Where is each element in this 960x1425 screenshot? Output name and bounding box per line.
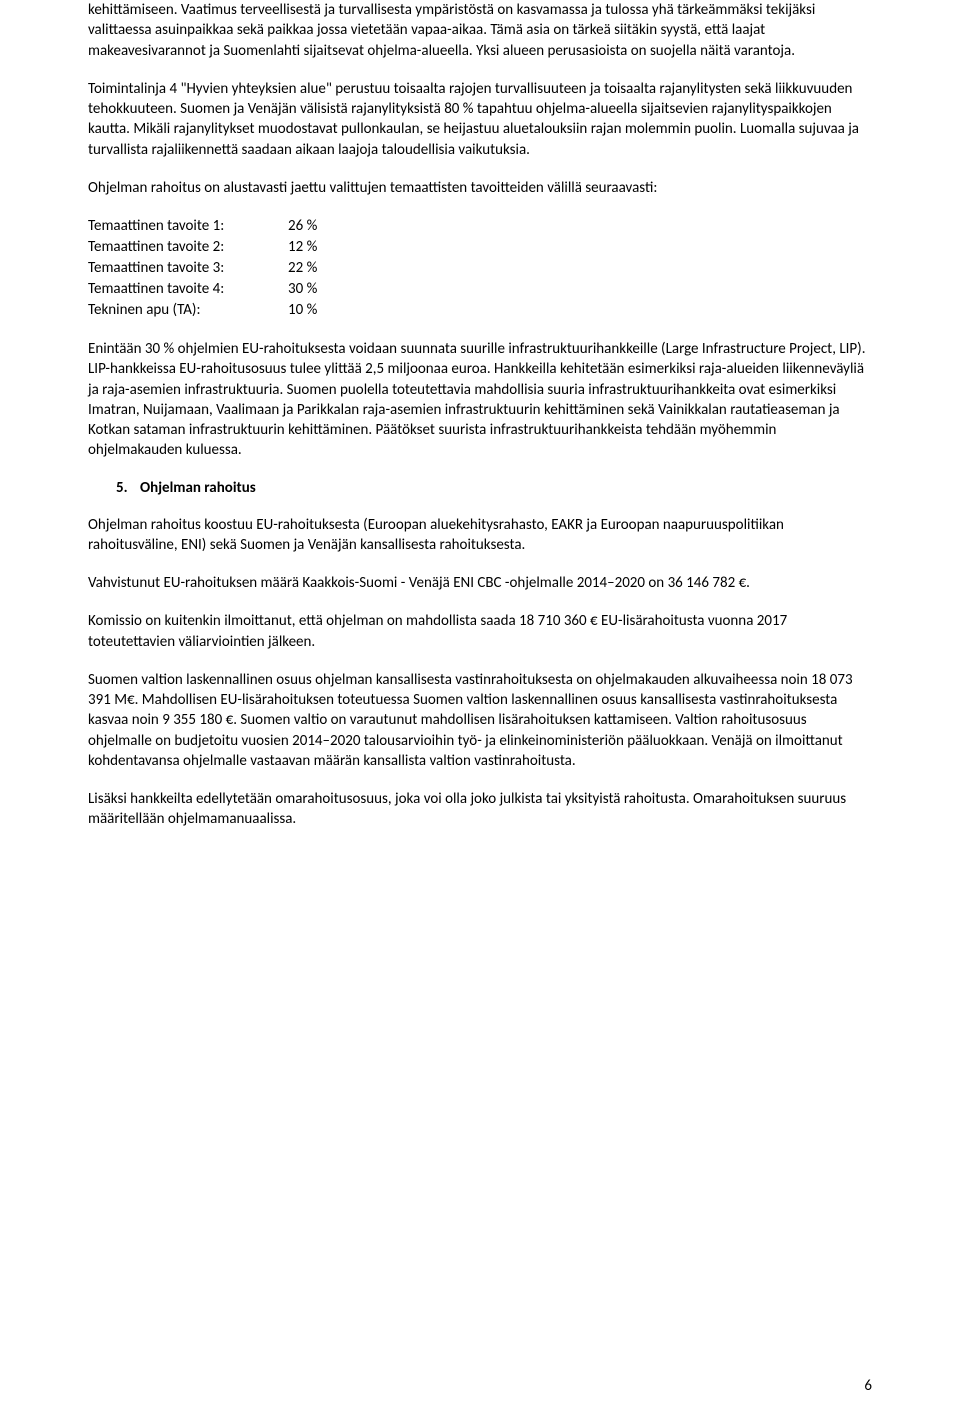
page-number: 6 xyxy=(864,1377,872,1395)
allocation-value: 12 % xyxy=(288,237,348,258)
paragraph-4: Enintään 30 % ohjelmien EU-rahoituksesta… xyxy=(88,339,872,461)
heading-text: Ohjelman rahoitus xyxy=(140,479,256,497)
table-row: Tekninen apu (TA): 10 % xyxy=(88,300,872,321)
paragraph-7: Komissio on kuitenkin ilmoittanut, että … xyxy=(88,611,872,652)
heading-number: 5. xyxy=(116,479,140,497)
allocation-label: Temaattinen tavoite 2: xyxy=(88,237,288,258)
allocation-label: Temaattinen tavoite 1: xyxy=(88,216,288,237)
table-row: Temaattinen tavoite 1: 26 % xyxy=(88,216,872,237)
table-row: Temaattinen tavoite 3: 22 % xyxy=(88,258,872,279)
allocation-value: 30 % xyxy=(288,279,348,300)
paragraph-8: Suomen valtion laskennallinen osuus ohje… xyxy=(88,670,872,771)
table-row: Temaattinen tavoite 2: 12 % xyxy=(88,237,872,258)
allocation-label: Tekninen apu (TA): xyxy=(88,300,288,321)
table-row: Temaattinen tavoite 4: 30 % xyxy=(88,279,872,300)
allocation-value: 22 % xyxy=(288,258,348,279)
section-heading: 5. Ohjelman rahoitus xyxy=(88,479,872,497)
allocation-value: 10 % xyxy=(288,300,348,321)
paragraph-6: Vahvistunut EU-rahoituksen määrä Kaakkoi… xyxy=(88,573,872,593)
paragraph-1: kehittämiseen. Vaatimus terveellisestä j… xyxy=(88,0,872,61)
allocation-value: 26 % xyxy=(288,216,348,237)
allocation-table: Temaattinen tavoite 1: 26 % Temaattinen … xyxy=(88,216,872,321)
allocation-label: Temaattinen tavoite 4: xyxy=(88,279,288,300)
paragraph-2: Toimintalinja 4 "Hyvien yhteyksien alue"… xyxy=(88,79,872,160)
paragraph-3: Ohjelman rahoitus on alustavasti jaettu … xyxy=(88,178,872,198)
paragraph-5: Ohjelman rahoitus koostuu EU-rahoitukses… xyxy=(88,515,872,556)
paragraph-9: Lisäksi hankkeilta edellytetään omarahoi… xyxy=(88,789,872,830)
allocation-label: Temaattinen tavoite 3: xyxy=(88,258,288,279)
